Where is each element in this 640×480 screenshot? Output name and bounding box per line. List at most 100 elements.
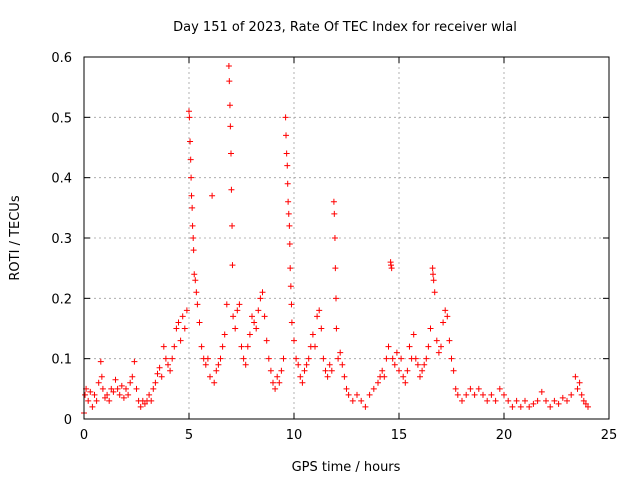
- data-point: [183, 307, 190, 314]
- data-point: [425, 343, 432, 350]
- data-point: [430, 271, 437, 278]
- data-point: [459, 397, 465, 404]
- data-point: [120, 394, 127, 401]
- data-point: [211, 379, 218, 386]
- data-point: [234, 307, 241, 314]
- data-point: [219, 343, 226, 350]
- data-point: [221, 331, 228, 338]
- data-point: [227, 123, 234, 130]
- data-point: [270, 379, 276, 386]
- data-point: [551, 397, 558, 404]
- data-point: [229, 262, 236, 269]
- data-point: [379, 367, 386, 374]
- data-point: [463, 391, 470, 398]
- data-point: [188, 192, 195, 199]
- data-point: [236, 301, 243, 308]
- data-point: [438, 343, 444, 350]
- data-point: [398, 355, 405, 362]
- data-point: [238, 343, 245, 350]
- y-axis-ticks: 0 0.1 0.2 0.3 0.4 0.5 0.6: [51, 51, 609, 428]
- x-tick-label: 0: [80, 428, 88, 443]
- data-point: [257, 295, 264, 302]
- data-point: [431, 289, 438, 296]
- data-point: [181, 325, 188, 332]
- data-point: [303, 361, 310, 368]
- data-point: [316, 307, 323, 314]
- data-point: [312, 343, 318, 350]
- data-point: [421, 361, 428, 368]
- data-point: [564, 397, 570, 404]
- data-point: [194, 301, 201, 308]
- data-point: [267, 367, 274, 374]
- data-point: [559, 394, 566, 401]
- data-point: [226, 78, 233, 85]
- data-point: [513, 397, 520, 404]
- data-point: [505, 397, 512, 404]
- data-point: [106, 397, 113, 404]
- data-point: [244, 343, 251, 350]
- data-point: [388, 262, 395, 269]
- data-point: [98, 373, 105, 380]
- data-point: [259, 289, 266, 296]
- data-point: [129, 373, 136, 380]
- data-point: [501, 391, 507, 398]
- data-point: [547, 403, 554, 410]
- data-point: [179, 313, 186, 320]
- data-point: [435, 349, 442, 356]
- data-point: [171, 343, 178, 350]
- data-point: [198, 343, 205, 350]
- data-point: [116, 391, 123, 398]
- data-point: [169, 355, 176, 362]
- data-point: [412, 355, 419, 362]
- y-tick-label: 0.4: [51, 172, 72, 187]
- data-point: [492, 397, 499, 404]
- data-point: [204, 355, 211, 362]
- data-point: [282, 114, 289, 121]
- data-point: [110, 388, 117, 395]
- x-tick-label: 10: [286, 428, 303, 443]
- data-point: [141, 400, 148, 407]
- data-point: [288, 319, 295, 326]
- data-point: [381, 373, 388, 380]
- data-point: [576, 379, 583, 386]
- data-point: [385, 343, 392, 350]
- data-point: [228, 186, 235, 193]
- data-point: [331, 235, 338, 241]
- data-point: [91, 391, 98, 398]
- data-point: [509, 403, 516, 410]
- data-point: [193, 289, 200, 296]
- data-point: [284, 180, 291, 187]
- data-point: [112, 376, 119, 383]
- data-point: [534, 397, 541, 404]
- data-point: [543, 397, 549, 404]
- data-point: [375, 379, 381, 386]
- data-point: [265, 355, 272, 362]
- data-point: [555, 400, 562, 407]
- data-point: [215, 361, 222, 368]
- data-point: [446, 337, 453, 344]
- data-point: [225, 63, 232, 70]
- data-point: [156, 364, 163, 371]
- data-point: [320, 355, 327, 362]
- x-axis-label: GPS time / hours: [292, 460, 401, 475]
- data-point: [95, 379, 102, 386]
- data-point: [177, 337, 184, 344]
- data-point: [517, 403, 524, 410]
- data-point: [255, 307, 262, 314]
- data-point: [165, 361, 171, 368]
- data-point: [393, 349, 400, 356]
- data-point: [158, 373, 165, 380]
- data-point: [526, 403, 533, 410]
- data-point: [530, 400, 537, 407]
- data-point: [192, 277, 199, 284]
- data-point: [274, 373, 281, 380]
- data-point: [295, 361, 302, 368]
- x-tick-label: 20: [496, 428, 513, 443]
- data-point: [246, 331, 253, 338]
- data-point: [480, 391, 486, 398]
- data-point: [389, 355, 396, 362]
- data-point: [444, 313, 451, 320]
- data-point: [326, 361, 333, 368]
- data-point: [585, 403, 591, 410]
- data-point: [388, 265, 395, 272]
